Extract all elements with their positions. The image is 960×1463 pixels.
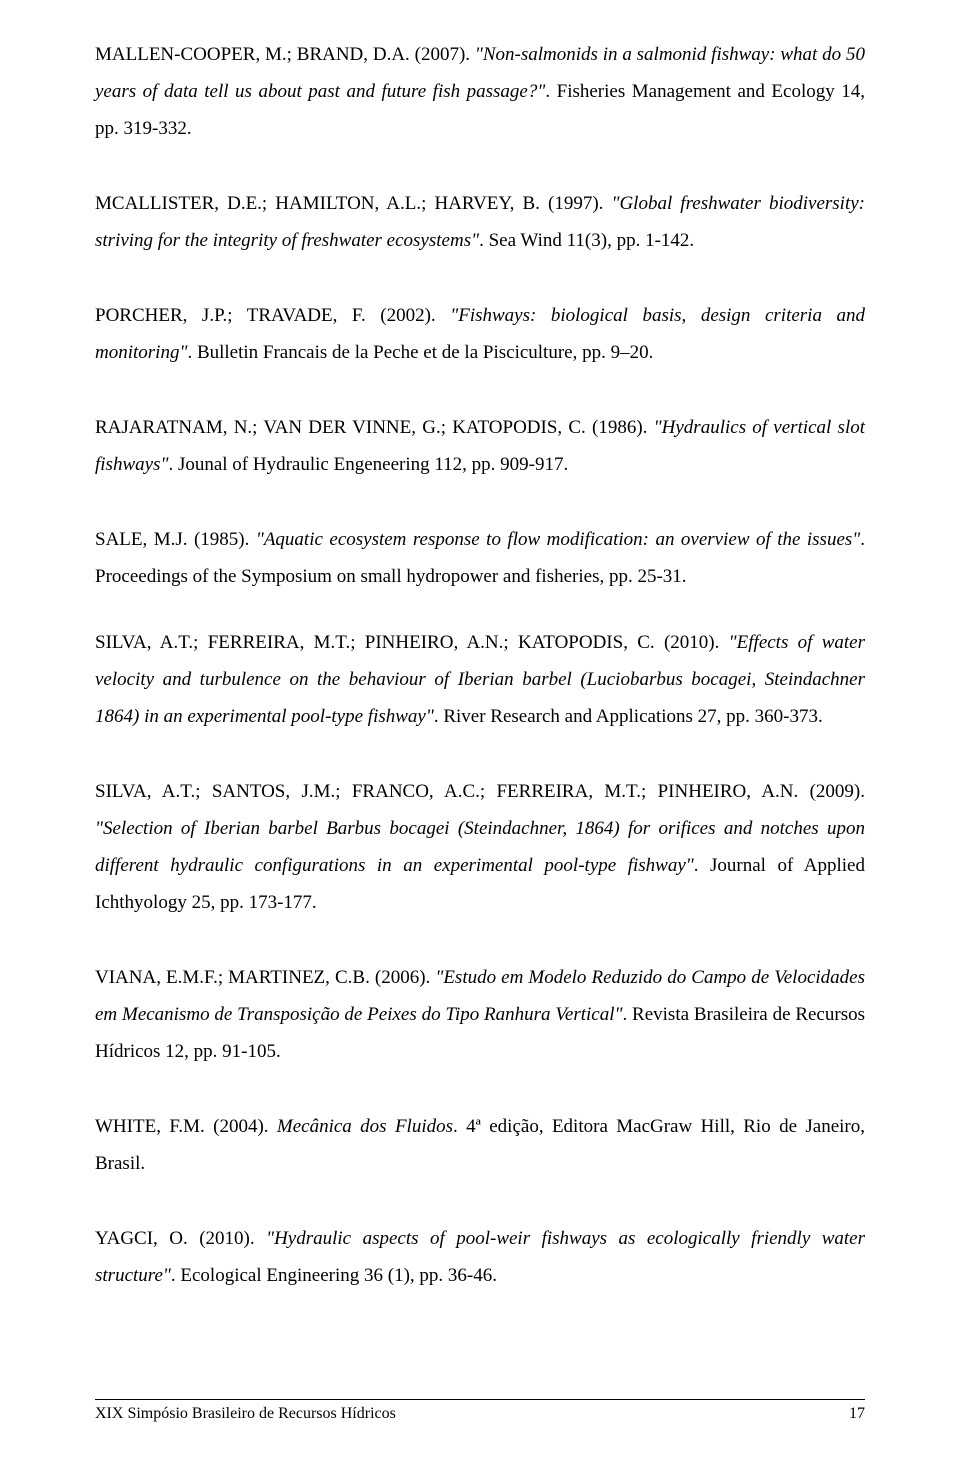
ref-authors: VIANA, E.M.F.; MARTINEZ, C.B. (2006). xyxy=(95,967,435,988)
ref-title: "Aquatic ecosystem response to flow modi… xyxy=(256,529,860,550)
ref-authors: SILVA, A.T.; FERREIRA, M.T.; PINHEIRO, A… xyxy=(95,632,729,653)
references-list: MALLEN-COOPER, M.; BRAND, D.A. (2007). "… xyxy=(95,36,865,1294)
ref-authors: MCALLISTER, D.E.; HAMILTON, A.L.; HARVEY… xyxy=(95,193,611,214)
ref-authors: YAGCI, O. (2010). xyxy=(95,1228,266,1249)
ref-authors: RAJARATNAM, N.; VAN DER VINNE, G.; KATOP… xyxy=(95,417,654,438)
ref-authors: WHITE, F.M. (2004). xyxy=(95,1116,277,1137)
page: MALLEN-COOPER, M.; BRAND, D.A. (2007). "… xyxy=(0,0,960,1463)
reference-entry: PORCHER, J.P.; TRAVADE, F. (2002). "Fish… xyxy=(95,297,865,371)
reference-entry: SILVA, A.T.; SANTOS, J.M.; FRANCO, A.C.;… xyxy=(95,773,865,921)
ref-authors: MALLEN-COOPER, M.; BRAND, D.A. (2007). xyxy=(95,44,475,65)
ref-tail: . Jounal of Hydraulic Engeneering 112, p… xyxy=(168,454,568,475)
page-number: 17 xyxy=(849,1404,865,1423)
ref-authors: PORCHER, J.P.; TRAVADE, F. (2002). xyxy=(95,305,450,326)
reference-entry: MALLEN-COOPER, M.; BRAND, D.A. (2007). "… xyxy=(95,36,865,147)
footer-left-text: XIX Simpósio Brasileiro de Recursos Hídr… xyxy=(95,1404,396,1423)
ref-tail: . River Research and Applications 27, pp… xyxy=(434,706,823,727)
reference-entry: WHITE, F.M. (2004). Mecânica dos Fluidos… xyxy=(95,1108,865,1182)
reference-entry: SILVA, A.T.; FERREIRA, M.T.; PINHEIRO, A… xyxy=(95,624,865,735)
footer-rule xyxy=(95,1399,865,1400)
ref-authors: SALE, M.J. (1985). xyxy=(95,529,256,550)
footer-row: XIX Simpósio Brasileiro de Recursos Hídr… xyxy=(95,1404,865,1423)
reference-entry: RAJARATNAM, N.; VAN DER VINNE, G.; KATOP… xyxy=(95,409,865,483)
reference-entry: MCALLISTER, D.E.; HAMILTON, A.L.; HARVEY… xyxy=(95,185,865,259)
ref-tail: . Sea Wind 11(3), pp. 1-142. xyxy=(479,230,694,251)
ref-tail: . Bulletin Francais de la Peche et de la… xyxy=(187,342,653,363)
reference-entry: SALE, M.J. (1985). "Aquatic ecosystem re… xyxy=(95,521,865,595)
reference-entry: YAGCI, O. (2010). "Hydraulic aspects of … xyxy=(95,1220,865,1294)
ref-title: Mecânica dos Fluidos xyxy=(277,1116,453,1137)
ref-authors: SILVA, A.T.; SANTOS, J.M.; FRANCO, A.C.;… xyxy=(95,781,865,802)
page-footer: XIX Simpósio Brasileiro de Recursos Hídr… xyxy=(95,1399,865,1423)
reference-entry: VIANA, E.M.F.; MARTINEZ, C.B. (2006). "E… xyxy=(95,959,865,1070)
ref-tail: . Ecological Engineering 36 (1), pp. 36-… xyxy=(171,1265,497,1286)
